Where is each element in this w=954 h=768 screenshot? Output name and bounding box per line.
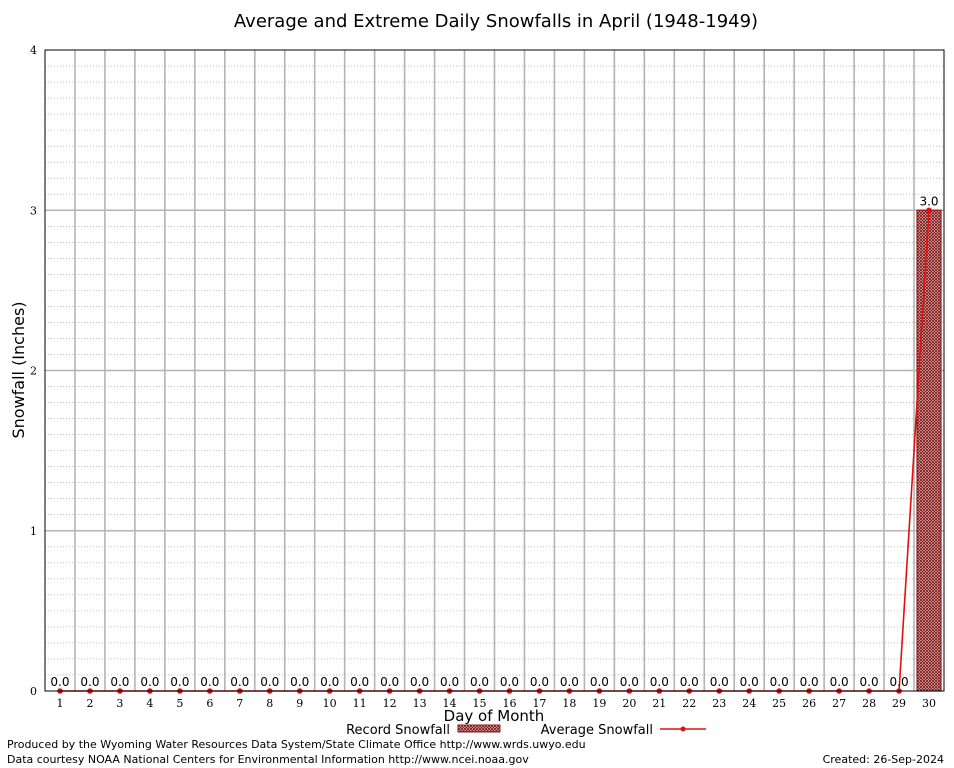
data-label: 0.0 <box>140 675 159 689</box>
x-tick-label: 19 <box>592 697 606 710</box>
legend-swatch-record <box>457 724 501 733</box>
record-snowfall-bar <box>916 209 942 692</box>
data-label: 0.0 <box>800 675 819 689</box>
data-label: 0.0 <box>530 675 549 689</box>
x-tick-label: 4 <box>146 697 153 710</box>
x-tick-label: 8 <box>266 697 273 710</box>
y-tick-label: 2 <box>30 365 37 378</box>
x-tick-labels: 1 2 3 4 5 6 7 8 9 10 11 12 13 14 15 16 17 18 19 20 21 22 23 24 2… <box>56 697 936 710</box>
x-tick-label: 5 <box>176 697 183 710</box>
x-tick-label: 16 <box>502 697 516 710</box>
x-tick-label: 7 <box>236 697 243 710</box>
data-labels: 0.0 0.0 0.0 0.0 0.0 0.0 0.0 0.0 0.0 0.0 0.0 0.0 0.0 0… <box>50 194 938 689</box>
y-tick-labels: 0 1 2 3 4 <box>30 44 37 698</box>
x-tick-label: 24 <box>742 697 756 710</box>
data-label: 0.0 <box>80 675 99 689</box>
x-axis-label: Day of Month <box>444 707 545 725</box>
x-tick-label: 10 <box>323 697 337 710</box>
x-tick-label: 28 <box>862 697 876 710</box>
data-label: 0.0 <box>680 675 699 689</box>
data-label: 0.0 <box>650 675 669 689</box>
x-tick-label: 20 <box>622 697 636 710</box>
data-label: 0.0 <box>620 675 639 689</box>
legend-label-average: Average Snowfall <box>541 723 653 738</box>
grid <box>45 50 944 691</box>
legend-label-record: Record Snowfall <box>346 723 450 738</box>
chart-title: Average and Extreme Daily Snowfalls in A… <box>234 11 758 32</box>
x-tick-label: 30 <box>922 697 936 710</box>
data-label: 0.0 <box>770 675 789 689</box>
data-label: 0.0 <box>170 675 189 689</box>
x-tick-label: 23 <box>712 697 726 710</box>
data-label: 0.0 <box>740 675 759 689</box>
data-label: 0.0 <box>320 675 339 689</box>
legend-marker-average <box>680 726 686 732</box>
data-label: 0.0 <box>230 675 249 689</box>
y-tick-label: 4 <box>30 44 37 57</box>
data-label: 0.0 <box>590 675 609 689</box>
x-tick-label: 1 <box>56 697 63 710</box>
y-axis-label: Snowfall (Inches) <box>9 301 28 438</box>
data-label: 0.0 <box>380 675 399 689</box>
data-label: 0.0 <box>830 675 849 689</box>
data-label: 0.0 <box>710 675 729 689</box>
data-label: 0.0 <box>50 675 69 689</box>
data-label: 0.0 <box>110 675 129 689</box>
data-label: 0.0 <box>290 675 309 689</box>
x-tick-label: 2 <box>86 697 93 710</box>
footer-produced-by: Produced by the Wyoming Water Resources … <box>7 738 586 751</box>
average-snowfall-point <box>926 207 932 214</box>
legend: Record Snowfall Average Snowfall <box>346 723 706 738</box>
data-label: 0.0 <box>410 675 429 689</box>
data-label: 0.0 <box>350 675 369 689</box>
x-tick-label: 21 <box>652 697 666 710</box>
x-tick-label: 12 <box>383 697 397 710</box>
plot-frame <box>44 49 945 692</box>
y-tick-label: 1 <box>30 525 37 538</box>
x-tick-label: 6 <box>206 697 213 710</box>
x-tick-label: 3 <box>116 697 123 710</box>
footer-data-courtesy: Data courtesy NOAA National Centers for … <box>7 753 529 766</box>
x-tick-label: 11 <box>353 697 367 710</box>
x-tick-label: 14 <box>443 697 457 710</box>
x-tick-label: 25 <box>772 697 786 710</box>
x-tick-label: 22 <box>682 697 696 710</box>
data-label: 0.0 <box>470 675 489 689</box>
footer-created: Created: 26-Sep-2024 <box>822 753 944 766</box>
data-label: 0.0 <box>560 675 579 689</box>
data-label: 0.0 <box>260 675 279 689</box>
x-tick-label: 18 <box>562 697 576 710</box>
bars <box>916 209 942 692</box>
data-label: 0.0 <box>500 675 519 689</box>
x-tick-label: 15 <box>473 697 487 710</box>
y-tick-label: 0 <box>30 685 37 698</box>
x-tick-label: 29 <box>892 697 906 710</box>
data-label: 0.0 <box>860 675 879 689</box>
x-tick-label: 27 <box>832 697 846 710</box>
data-label: 0.0 <box>440 675 459 689</box>
x-tick-label: 17 <box>532 697 546 710</box>
x-tick-label: 9 <box>296 697 303 710</box>
data-label: 0.0 <box>200 675 219 689</box>
x-tick-label: 13 <box>413 697 427 710</box>
y-tick-label: 3 <box>30 204 37 217</box>
data-label: 3.0 <box>919 194 938 208</box>
data-label: 0.0 <box>890 675 909 689</box>
x-tick-label: 26 <box>802 697 816 710</box>
